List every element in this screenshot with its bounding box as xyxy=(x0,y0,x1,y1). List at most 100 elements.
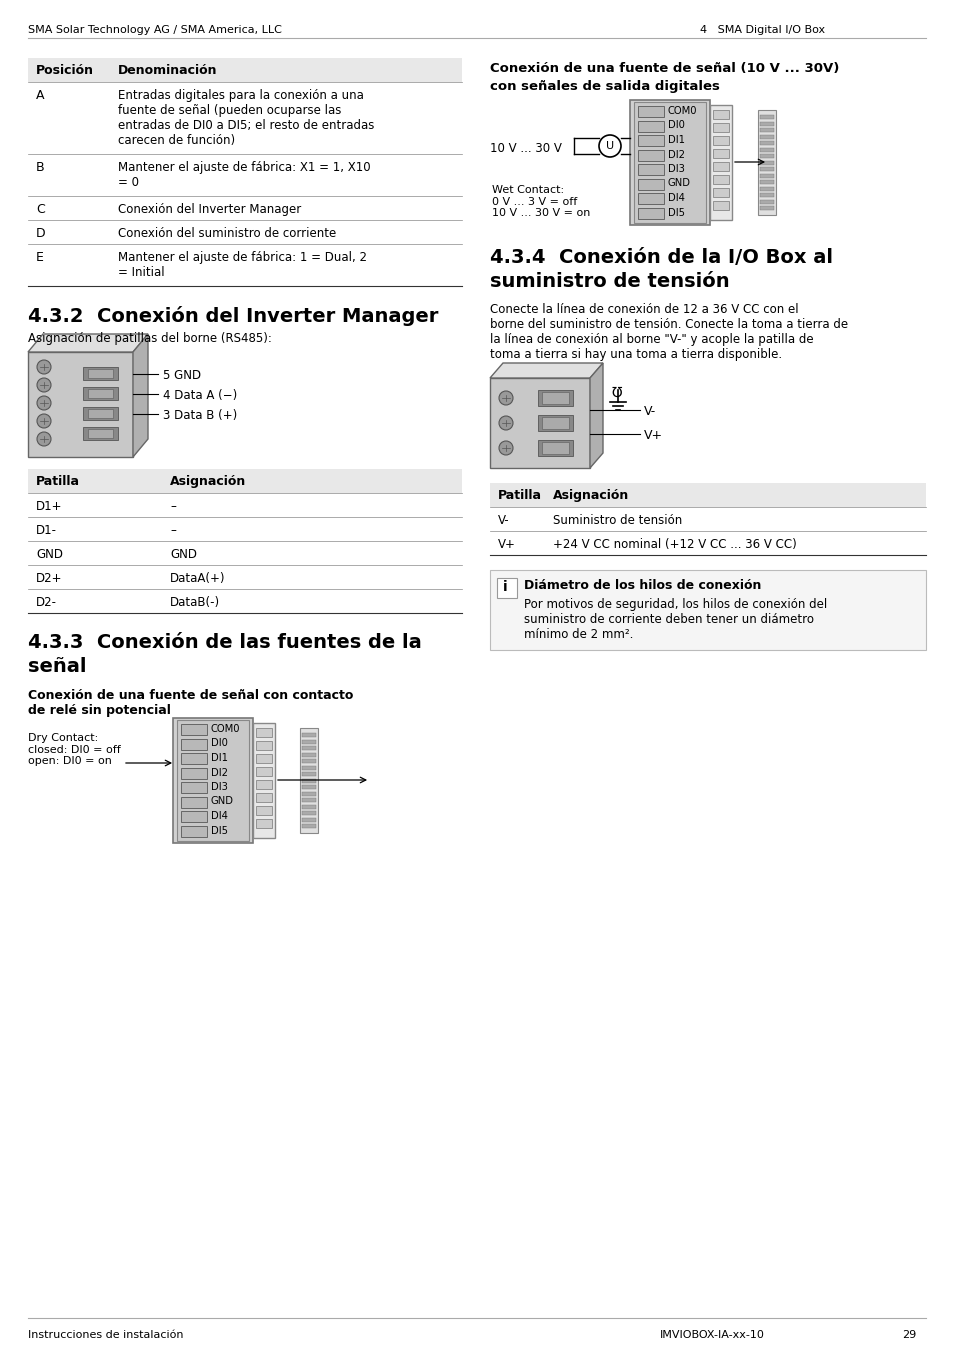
Bar xyxy=(181,753,207,764)
Bar xyxy=(712,201,728,210)
Circle shape xyxy=(37,396,51,410)
Text: GND: GND xyxy=(36,548,63,561)
Text: –: – xyxy=(170,525,175,537)
Bar xyxy=(760,168,773,170)
Text: D2+: D2+ xyxy=(36,572,63,585)
Text: Wet Contact:
0 V ... 3 V = off
10 V ... 30 V = on: Wet Contact: 0 V ... 3 V = off 10 V ... … xyxy=(492,185,590,218)
Bar xyxy=(760,187,773,191)
Text: GND: GND xyxy=(211,796,233,807)
Bar xyxy=(302,811,315,815)
Text: Posición: Posición xyxy=(36,64,94,77)
Bar xyxy=(302,798,315,802)
Text: suministro de tensión: suministro de tensión xyxy=(490,272,729,291)
Bar xyxy=(760,128,773,132)
Circle shape xyxy=(598,135,620,157)
Bar xyxy=(541,416,568,429)
Bar xyxy=(490,571,925,650)
Text: Instrucciones de instalación: Instrucciones de instalación xyxy=(28,1330,183,1340)
Bar xyxy=(638,120,663,131)
Bar xyxy=(712,110,728,119)
Bar xyxy=(760,173,773,177)
Text: 29: 29 xyxy=(901,1330,915,1340)
Circle shape xyxy=(37,360,51,375)
Bar xyxy=(541,392,568,404)
Bar xyxy=(302,823,315,827)
Circle shape xyxy=(498,391,513,406)
Bar xyxy=(638,193,663,204)
Bar xyxy=(253,723,274,838)
Bar xyxy=(302,779,315,783)
Text: COM0: COM0 xyxy=(211,725,240,734)
Bar xyxy=(760,122,773,126)
Bar xyxy=(255,767,272,776)
Bar xyxy=(302,791,315,795)
Text: Diámetro de los hilos de conexión: Diámetro de los hilos de conexión xyxy=(523,579,760,592)
Text: Mantener el ajuste de fábrica: 1 = Dual, 2
= Initial: Mantener el ajuste de fábrica: 1 = Dual,… xyxy=(118,251,367,279)
Circle shape xyxy=(498,416,513,430)
Text: GND: GND xyxy=(667,178,690,188)
Text: E: E xyxy=(36,251,44,264)
Bar xyxy=(712,123,728,132)
Text: Conexión del Inverter Manager: Conexión del Inverter Manager xyxy=(118,203,301,216)
Text: Entradas digitales para la conexión a una
fuente de señal (pueden ocuparse las
e: Entradas digitales para la conexión a un… xyxy=(118,89,374,147)
Bar xyxy=(83,387,118,400)
Bar xyxy=(302,765,315,769)
Bar xyxy=(712,174,728,184)
Bar xyxy=(302,746,315,750)
Text: D1-: D1- xyxy=(36,525,57,537)
Text: 4.3.4  Conexión de la I/O Box al: 4.3.4 Conexión de la I/O Box al xyxy=(490,247,832,266)
Bar xyxy=(255,794,272,802)
Text: D1+: D1+ xyxy=(36,500,63,512)
Text: SMA Solar Technology AG / SMA America, LLC: SMA Solar Technology AG / SMA America, L… xyxy=(28,24,281,35)
Text: DI4: DI4 xyxy=(667,193,684,203)
Bar xyxy=(88,410,112,418)
Circle shape xyxy=(37,379,51,392)
Bar xyxy=(760,141,773,145)
Bar xyxy=(760,134,773,138)
Text: D: D xyxy=(36,227,46,241)
Text: D2-: D2- xyxy=(36,596,57,608)
Bar xyxy=(177,721,249,841)
Bar xyxy=(629,100,709,224)
Bar xyxy=(255,819,272,827)
Bar xyxy=(88,369,112,379)
Text: Asignación: Asignación xyxy=(170,475,246,488)
Bar xyxy=(302,740,315,744)
Bar xyxy=(760,200,773,204)
Text: 4   SMA Digital I/O Box: 4 SMA Digital I/O Box xyxy=(700,24,824,35)
Text: DI2: DI2 xyxy=(667,150,684,160)
Text: V-: V- xyxy=(497,514,509,527)
Text: DI5: DI5 xyxy=(211,826,228,836)
Polygon shape xyxy=(28,334,148,352)
Text: V+: V+ xyxy=(497,538,516,552)
Text: IMVIOBOX-IA-xx-10: IMVIOBOX-IA-xx-10 xyxy=(659,1330,764,1340)
Bar xyxy=(760,180,773,184)
Bar xyxy=(83,366,118,380)
Text: i: i xyxy=(502,580,507,594)
Bar xyxy=(302,733,315,737)
Text: DI3: DI3 xyxy=(211,781,228,792)
Text: V+: V+ xyxy=(643,429,662,442)
Text: Patilla: Patilla xyxy=(497,489,541,502)
Bar xyxy=(760,193,773,197)
Text: señal: señal xyxy=(28,657,87,676)
Text: Asignación de patillas del borne (RS485):: Asignación de patillas del borne (RS485)… xyxy=(28,333,272,345)
Bar xyxy=(302,804,315,808)
Bar xyxy=(712,188,728,197)
Bar xyxy=(302,786,315,790)
Bar xyxy=(638,178,663,189)
Text: ℧: ℧ xyxy=(612,387,622,400)
Bar xyxy=(88,429,112,438)
Bar xyxy=(181,725,207,735)
Text: 5 GND: 5 GND xyxy=(163,369,201,383)
Circle shape xyxy=(498,441,513,456)
Text: GND: GND xyxy=(170,548,196,561)
Bar xyxy=(760,147,773,151)
Text: DataB(-): DataB(-) xyxy=(170,596,220,608)
Bar xyxy=(541,442,568,454)
Text: V-: V- xyxy=(643,406,656,418)
Bar xyxy=(490,379,589,468)
Bar xyxy=(497,579,517,598)
Bar xyxy=(760,154,773,158)
Bar xyxy=(712,162,728,170)
